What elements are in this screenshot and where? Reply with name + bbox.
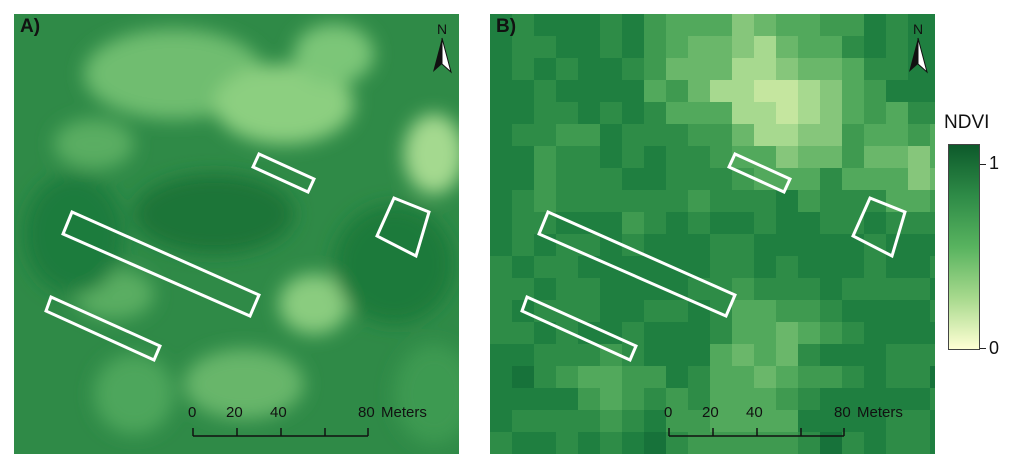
legend-title: NDVI — [944, 112, 990, 133]
scale-tick-20: 20 — [702, 404, 719, 421]
legend-tick-min — [980, 348, 986, 349]
north-arrow-a: N — [431, 22, 453, 82]
north-arrow-b: N — [907, 22, 929, 82]
scale-tick-0: 0 — [188, 404, 197, 421]
ndvi-raster-b — [490, 14, 935, 454]
north-label: N — [436, 21, 448, 37]
legend-max-label: 1 — [989, 153, 1000, 173]
north-label: N — [912, 21, 924, 37]
scale-tick-0: 0 — [664, 404, 673, 421]
scale-line — [192, 428, 369, 437]
legend-min-label: 0 — [989, 338, 1000, 358]
scale-unit: Meters — [381, 404, 427, 421]
scale-bar-a: 0 20 40 80 Meters — [188, 404, 452, 444]
scale-bar-b: 0 20 40 80 Meters — [664, 404, 928, 444]
scale-tick-80: 80 — [358, 404, 375, 421]
plot-outlines-b — [520, 152, 907, 362]
ndvi-map-panel-b: B) N 0 20 40 80 Meters — [490, 14, 935, 454]
north-arrow-icon — [909, 37, 928, 74]
scale-tick-40: 40 — [270, 404, 287, 421]
panel-label-a: A) — [20, 16, 41, 37]
scale-tick-80: 80 — [834, 404, 851, 421]
ndvi-raster-a — [14, 14, 459, 454]
scale-unit: Meters — [857, 404, 903, 421]
plot-outlines-a — [44, 152, 431, 362]
north-arrow-icon — [433, 37, 452, 74]
ndvi-map-panel-a: A) N 0 20 40 80 Meters — [14, 14, 459, 454]
scale-tick-20: 20 — [226, 404, 243, 421]
panel-label-b: B) — [496, 16, 517, 37]
legend-tick-max — [980, 164, 986, 165]
legend-color-ramp — [948, 144, 980, 350]
scale-tick-40: 40 — [746, 404, 763, 421]
scale-line — [668, 428, 845, 437]
ndvi-legend: NDVI 1 0 — [944, 112, 1010, 372]
